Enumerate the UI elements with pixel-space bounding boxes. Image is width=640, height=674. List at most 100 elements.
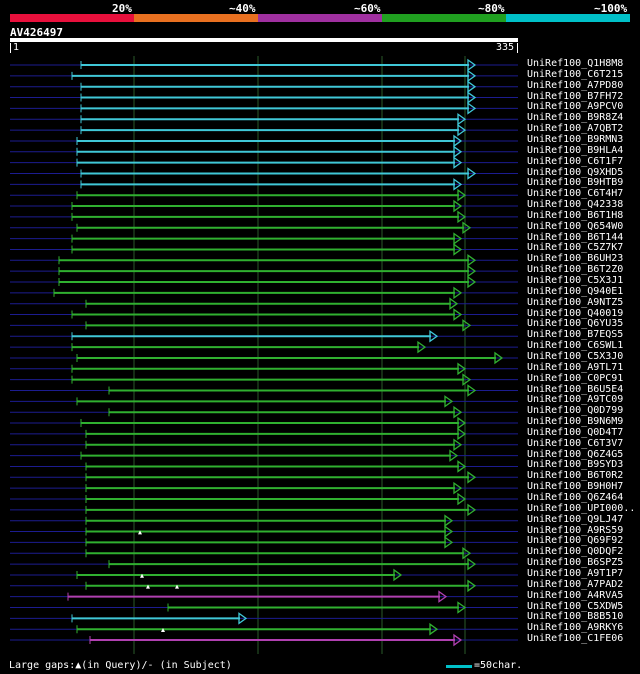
hit-label[interactable]: UniRef100_B8B510 [527,611,624,623]
hit-label[interactable]: UniRef100_B6T0R2 [527,470,624,482]
hit-label[interactable]: UniRef100_B6T1H8 [527,209,624,221]
hit-row[interactable] [10,80,518,93]
hit-label[interactable]: UniRef100_B7EQS5 [527,329,624,341]
hit-row[interactable] [10,112,518,126]
hit-row[interactable] [10,308,518,321]
hit-label[interactable]: UniRef100_Q69F92 [527,535,624,547]
hit-label[interactable]: UniRef100_UPI000.. [527,502,636,514]
hit-label[interactable]: UniRef100_Q6YU35 [527,318,624,330]
hit-row[interactable] [10,167,518,180]
hit-row[interactable] [10,416,518,430]
hit-label[interactable]: UniRef100_A9RS59 [527,524,624,536]
hit-label[interactable]: UniRef100_Q9LJ47 [527,513,624,525]
hit-row[interactable] [10,525,518,538]
hit-label[interactable]: UniRef100_B9N6M9 [527,416,624,428]
hit-row[interactable] [10,573,518,593]
hit-row[interactable] [10,438,518,452]
hit-row[interactable] [10,254,518,267]
hit-row[interactable] [10,243,518,256]
hit-row[interactable] [10,199,518,213]
hit-label[interactable]: UniRef100_Q654W0 [527,220,624,232]
hit-row[interactable] [10,156,518,169]
hit-label[interactable]: UniRef100_C5XDW5 [527,600,624,612]
hit-row[interactable] [10,102,518,115]
hit-row[interactable] [10,530,518,549]
hit-label[interactable]: UniRef100_C1FE06 [527,633,624,645]
hit-label[interactable]: UniRef100_C6T1F7 [527,155,624,167]
hit-label[interactable]: UniRef100_C5X3J0 [527,350,624,362]
hit-label[interactable]: UniRef100_A9TL71 [527,361,624,373]
hit-row[interactable] [10,210,518,224]
hit-row[interactable] [10,503,518,517]
hit-label[interactable]: UniRef100_B9HTB9 [527,177,624,189]
hit-label[interactable]: UniRef100_Q6Z4G5 [527,448,624,460]
hit-label[interactable]: UniRef100_B6UH23 [527,253,624,265]
hit-row[interactable] [10,460,518,473]
hit-label[interactable]: UniRef100_B9HLA4 [527,144,624,156]
hit-label[interactable]: UniRef100_Q0D799 [527,405,624,417]
hit-label[interactable]: UniRef100_B6T144 [527,231,624,243]
hit-row[interactable] [10,405,518,419]
hit-row[interactable] [10,123,518,137]
hit-label[interactable]: UniRef100_A9PCV0 [527,101,624,113]
hit-label[interactable]: UniRef100_B9RMN3 [527,133,624,145]
hit-label[interactable]: UniRef100_B9SYD3 [527,459,624,471]
hit-row[interactable] [10,471,518,484]
hit-label[interactable]: UniRef100_A4RVA5 [527,589,624,601]
hit-row[interactable] [10,546,518,560]
hit-row[interactable] [10,91,518,104]
hit-row[interactable] [10,297,518,310]
hit-row[interactable] [10,601,518,614]
hit-row[interactable] [10,449,518,462]
hit-row[interactable] [10,351,518,365]
hit-label[interactable]: UniRef100_C5X3J1 [527,275,624,286]
hit-label[interactable]: UniRef100_B6T2Z0 [527,264,624,276]
hit-row[interactable] [10,275,518,289]
hit-label[interactable]: UniRef100_A9T1P7 [527,567,624,579]
hit-row[interactable] [10,145,518,159]
hit-row[interactable] [10,384,518,397]
hit-label[interactable]: UniRef100_C6SWL1 [527,340,624,352]
hit-row[interactable] [10,69,518,83]
hit-label[interactable]: UniRef100_C6T3V7 [527,437,624,449]
hit-label[interactable]: UniRef100_Q42338 [527,199,624,211]
hit-row[interactable] [10,362,518,376]
hit-label[interactable]: UniRef100_B6U5E4 [527,383,624,395]
hit-row[interactable] [10,584,518,603]
hit-row[interactable] [10,319,518,332]
hit-row[interactable] [10,340,518,354]
hit-row[interactable] [10,221,518,235]
hit-label[interactable]: UniRef100_A9TC09 [527,394,624,406]
hit-label[interactable]: UniRef100_Q940E1 [527,285,624,297]
hit-label[interactable]: UniRef100_Q9XHD5 [527,166,624,178]
hit-label[interactable]: UniRef100_Q40019 [527,307,624,319]
hit-row[interactable] [10,514,518,527]
hit-row[interactable] [10,188,518,202]
hit-label[interactable]: UniRef100_B9R8Z4 [527,112,624,124]
hit-label[interactable]: UniRef100_B9H0H7 [527,481,624,493]
hit-row[interactable] [10,232,518,245]
hit-label[interactable]: UniRef100_B6SPZ5 [527,557,624,569]
hit-label[interactable]: UniRef100_B7FH72 [527,90,624,102]
hit-label[interactable]: UniRef100_Q0D4T7 [527,426,624,438]
hit-row[interactable] [10,178,518,191]
hit-row[interactable] [10,622,518,636]
hit-row[interactable] [10,134,518,148]
hit-label[interactable]: UniRef100_C0PC91 [527,372,624,384]
hit-row[interactable] [10,58,518,72]
hit-row[interactable] [10,329,518,343]
hit-row[interactable] [10,628,518,647]
hit-label[interactable]: UniRef100_Q1H8M8 [527,58,624,69]
hit-label[interactable]: UniRef100_A9RKY6 [527,622,624,634]
hit-row[interactable] [10,286,518,300]
hit-label[interactable]: UniRef100_A7QBT2 [527,123,624,135]
hit-row[interactable] [10,264,518,278]
hit-label[interactable]: UniRef100_A7PAD2 [527,578,624,590]
hit-label[interactable]: UniRef100_C6T215 [527,68,624,80]
hit-row[interactable] [10,373,518,386]
hit-label[interactable]: UniRef100_A7PD80 [527,79,624,91]
hit-row[interactable] [10,492,518,506]
hit-row[interactable] [10,395,518,408]
hit-label[interactable]: UniRef100_Q0DQF2 [527,546,624,558]
hit-label[interactable]: UniRef100_C6T4H7 [527,188,624,200]
